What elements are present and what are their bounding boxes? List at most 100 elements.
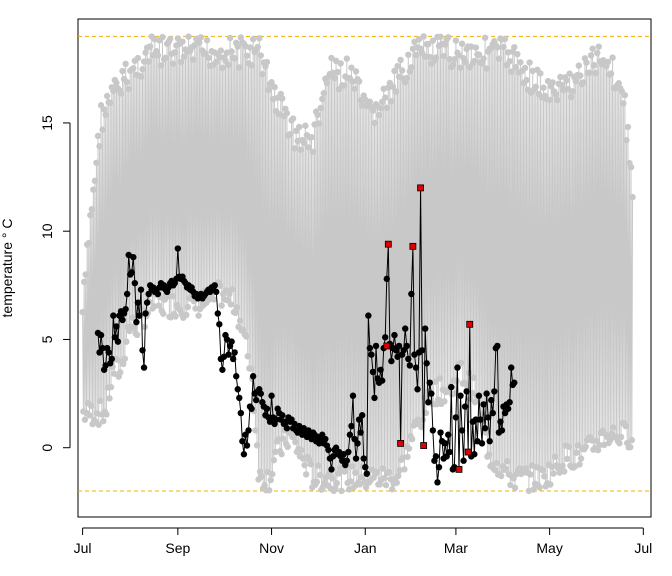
main-point	[405, 355, 412, 363]
main-point	[268, 392, 275, 399]
background-point	[523, 76, 530, 84]
background-point	[258, 473, 265, 480]
main-point	[354, 440, 361, 447]
background-point	[133, 331, 141, 339]
flagged-point	[455, 465, 463, 473]
background-series	[79, 33, 636, 495]
background-point	[478, 60, 486, 67]
background-point	[596, 441, 603, 449]
main-point	[140, 364, 148, 371]
main-point	[418, 347, 426, 354]
background-point	[500, 43, 507, 51]
background-point	[190, 56, 197, 63]
flagged-point	[409, 242, 417, 250]
background-point	[441, 41, 449, 48]
main-point	[105, 349, 112, 356]
background-point	[210, 296, 218, 303]
background-point	[86, 412, 93, 419]
background-point	[305, 144, 312, 151]
background-point	[162, 54, 169, 61]
background-point	[81, 416, 89, 423]
main-point	[211, 282, 218, 289]
background-point	[233, 304, 241, 311]
main-point	[371, 394, 378, 402]
background-point	[574, 442, 582, 449]
main-point	[243, 442, 251, 449]
main-point	[480, 401, 487, 408]
main-point	[325, 446, 332, 454]
main-point	[402, 325, 409, 332]
background-point	[225, 61, 232, 69]
background-point	[159, 33, 166, 41]
background-point	[554, 96, 561, 104]
background-point	[219, 64, 226, 72]
background-point	[185, 33, 192, 40]
background-point	[415, 36, 423, 43]
background-point	[557, 73, 564, 81]
background-point	[391, 67, 398, 75]
background-point	[283, 109, 291, 117]
background-point	[298, 446, 305, 454]
main-point	[229, 355, 237, 363]
background-point	[180, 53, 188, 60]
background-point	[93, 159, 100, 166]
background-point	[323, 79, 331, 87]
background-point	[254, 43, 261, 51]
background-point	[382, 481, 390, 489]
main-point	[110, 312, 117, 319]
background-point	[237, 34, 245, 41]
background-point	[196, 39, 203, 46]
background-point	[231, 55, 238, 62]
background-point	[610, 424, 617, 431]
background-point	[130, 65, 137, 72]
background-point	[142, 49, 149, 56]
main-point	[414, 386, 421, 393]
background-point	[284, 443, 291, 451]
background-point	[107, 99, 114, 107]
main-point	[454, 364, 461, 371]
background-point	[371, 119, 378, 127]
background-point	[511, 43, 518, 51]
main-point	[489, 409, 496, 417]
main-point	[348, 422, 355, 430]
main-point	[363, 470, 371, 477]
background-point	[532, 83, 539, 90]
background-point	[252, 427, 259, 434]
background-point	[94, 132, 102, 140]
background-point	[117, 369, 124, 376]
main-point	[423, 360, 430, 367]
background-point	[395, 472, 402, 480]
background-point	[169, 293, 176, 300]
main-point	[498, 427, 506, 434]
background-point	[431, 378, 439, 386]
main-point	[130, 253, 137, 261]
background-point	[147, 43, 154, 50]
background-point	[256, 468, 264, 475]
background-point	[110, 370, 118, 377]
background-point	[617, 433, 625, 441]
background-point	[348, 64, 355, 71]
main-point	[239, 438, 246, 445]
main-point	[441, 440, 449, 447]
background-point	[297, 146, 304, 153]
main-point	[216, 321, 223, 328]
main-point	[477, 416, 484, 423]
background-point	[279, 95, 286, 102]
flagged-point	[420, 442, 428, 449]
background-point	[506, 57, 513, 65]
background-point	[247, 365, 255, 372]
main-point	[322, 435, 329, 443]
background-point	[373, 468, 380, 475]
background-point	[446, 56, 453, 63]
main-point	[214, 310, 221, 317]
background-point	[392, 88, 400, 95]
background-point	[485, 451, 493, 458]
background-point	[549, 79, 556, 86]
background-point	[595, 43, 602, 50]
main-point	[435, 464, 443, 471]
background-point	[351, 85, 358, 92]
main-point	[452, 414, 460, 421]
background-point	[575, 62, 582, 69]
background-point	[502, 465, 510, 473]
